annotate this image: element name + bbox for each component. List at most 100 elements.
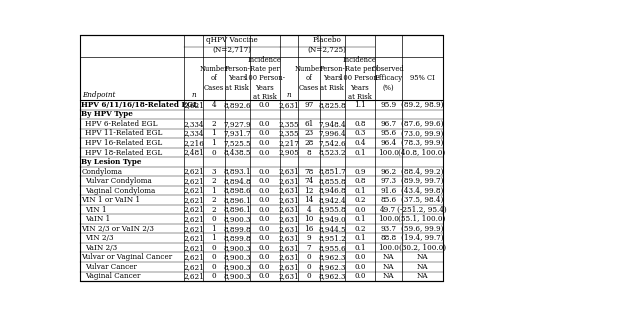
Text: 2,217: 2,217 bbox=[278, 139, 300, 147]
Text: 8,825.8: 8,825.8 bbox=[319, 101, 346, 109]
Text: 0: 0 bbox=[306, 253, 311, 261]
Text: 2,334: 2,334 bbox=[183, 120, 204, 128]
Text: 2,631: 2,631 bbox=[278, 244, 300, 252]
Text: HPV 16-Related EGL: HPV 16-Related EGL bbox=[85, 139, 162, 147]
Text: 88.8: 88.8 bbox=[380, 234, 396, 242]
Text: 23: 23 bbox=[305, 130, 313, 137]
Text: NA: NA bbox=[383, 263, 394, 271]
Text: 8,899.8: 8,899.8 bbox=[223, 225, 251, 233]
Text: 2,621: 2,621 bbox=[183, 206, 204, 214]
Text: VaIN 1: VaIN 1 bbox=[85, 215, 110, 223]
Text: 2,631: 2,631 bbox=[278, 196, 300, 204]
Text: 0.0: 0.0 bbox=[259, 196, 270, 204]
Text: 0.0: 0.0 bbox=[259, 130, 270, 137]
Text: 2,621: 2,621 bbox=[183, 215, 204, 223]
Text: 7,948.4: 7,948.4 bbox=[319, 120, 346, 128]
Text: 0.2: 0.2 bbox=[354, 225, 366, 233]
Text: 8,855.8: 8,855.8 bbox=[319, 177, 346, 185]
Text: 0: 0 bbox=[212, 272, 216, 280]
Text: (37.5, 98.4): (37.5, 98.4) bbox=[401, 196, 443, 204]
Text: NA: NA bbox=[416, 272, 428, 280]
Text: n: n bbox=[192, 91, 196, 99]
Text: 0.0: 0.0 bbox=[259, 167, 270, 176]
Text: Person-
Years
at Risk: Person- Years at Risk bbox=[224, 65, 250, 92]
Text: 0: 0 bbox=[306, 263, 311, 271]
Text: 3: 3 bbox=[212, 167, 216, 176]
Text: 2,631: 2,631 bbox=[278, 225, 300, 233]
Text: 4: 4 bbox=[306, 206, 311, 214]
Text: VIN 2/3: VIN 2/3 bbox=[85, 234, 114, 242]
Text: 2,621: 2,621 bbox=[183, 244, 204, 252]
Text: 2,334: 2,334 bbox=[183, 130, 204, 137]
Text: 8,962.3: 8,962.3 bbox=[319, 272, 346, 280]
Text: 8,898.6: 8,898.6 bbox=[223, 187, 251, 195]
Text: 0.0: 0.0 bbox=[259, 215, 270, 223]
Text: Incidence
Rate per
100 Person-
Years
at Risk: Incidence Rate per 100 Person- Years at … bbox=[339, 56, 381, 101]
Text: 7,996.4: 7,996.4 bbox=[319, 130, 346, 137]
Text: 49.7: 49.7 bbox=[380, 206, 396, 214]
Text: 0.0: 0.0 bbox=[259, 244, 270, 252]
Text: 0: 0 bbox=[212, 244, 216, 252]
Text: 4: 4 bbox=[212, 101, 216, 109]
Text: (73.0, 99.9): (73.0, 99.9) bbox=[401, 130, 443, 137]
Text: 2,631: 2,631 bbox=[278, 253, 300, 261]
Text: 8,900.3: 8,900.3 bbox=[223, 272, 251, 280]
Text: 0.0: 0.0 bbox=[259, 253, 270, 261]
Text: 93.7: 93.7 bbox=[380, 225, 396, 233]
Text: qHPV Vaccine
(N=2,717): qHPV Vaccine (N=2,717) bbox=[206, 36, 258, 53]
Text: 2: 2 bbox=[212, 120, 216, 128]
Text: 2,631: 2,631 bbox=[278, 177, 300, 185]
Text: (59.6, 99.9): (59.6, 99.9) bbox=[401, 225, 443, 233]
Text: 7,931.7: 7,931.7 bbox=[223, 130, 251, 137]
Text: 1: 1 bbox=[212, 187, 216, 195]
Text: (-251.2, 95.4): (-251.2, 95.4) bbox=[397, 206, 447, 214]
Text: NA: NA bbox=[416, 263, 428, 271]
Text: 10: 10 bbox=[305, 215, 314, 223]
Text: 91.6: 91.6 bbox=[380, 187, 396, 195]
Text: 95% CI: 95% CI bbox=[409, 74, 434, 82]
Text: 0.0: 0.0 bbox=[259, 120, 270, 128]
Text: VIN 1: VIN 1 bbox=[85, 206, 107, 214]
Text: HPV 11-Related EGL: HPV 11-Related EGL bbox=[85, 130, 163, 137]
Text: 0.8: 0.8 bbox=[354, 177, 366, 185]
Text: 96.7: 96.7 bbox=[380, 120, 396, 128]
Text: (89.9, 99.7): (89.9, 99.7) bbox=[401, 177, 443, 185]
Text: 2,621: 2,621 bbox=[183, 225, 204, 233]
Text: 1: 1 bbox=[212, 130, 216, 137]
Text: 8,900.3: 8,900.3 bbox=[223, 215, 251, 223]
Text: 2: 2 bbox=[212, 196, 216, 204]
Text: 2: 2 bbox=[212, 177, 216, 185]
Text: By Lesion Type: By Lesion Type bbox=[81, 158, 142, 166]
Text: (19.4, 99.7): (19.4, 99.7) bbox=[401, 234, 444, 242]
Text: 2,481: 2,481 bbox=[183, 149, 204, 156]
Text: 12: 12 bbox=[305, 187, 314, 195]
Text: 0.0: 0.0 bbox=[259, 206, 270, 214]
Text: 2,621: 2,621 bbox=[183, 234, 204, 242]
Text: 0.0: 0.0 bbox=[354, 272, 366, 280]
Text: 100.0: 100.0 bbox=[378, 244, 399, 252]
Text: 0.0: 0.0 bbox=[259, 272, 270, 280]
Text: 95.9: 95.9 bbox=[380, 101, 396, 109]
Text: 1: 1 bbox=[212, 139, 216, 147]
Text: 0: 0 bbox=[306, 272, 311, 280]
Text: (88.4, 99.2): (88.4, 99.2) bbox=[401, 167, 443, 176]
Text: Condyloma: Condyloma bbox=[81, 167, 122, 176]
Text: 8,962.3: 8,962.3 bbox=[319, 253, 346, 261]
Text: 2,621: 2,621 bbox=[183, 101, 204, 109]
Text: 0: 0 bbox=[212, 263, 216, 271]
Text: 2,621: 2,621 bbox=[183, 272, 204, 280]
Text: 8,962.3: 8,962.3 bbox=[319, 263, 346, 271]
Text: 8: 8 bbox=[306, 149, 311, 156]
Text: 96.2: 96.2 bbox=[380, 167, 396, 176]
Text: Number
of
Cases: Number of Cases bbox=[295, 65, 323, 92]
Text: 8,892.6: 8,892.6 bbox=[223, 101, 251, 109]
Text: 0.0: 0.0 bbox=[259, 234, 270, 242]
Text: 8,900.3: 8,900.3 bbox=[223, 244, 251, 252]
Text: 0.1: 0.1 bbox=[354, 215, 366, 223]
Text: Vulvar Condyloma: Vulvar Condyloma bbox=[85, 177, 152, 185]
Text: 2,631: 2,631 bbox=[278, 263, 300, 271]
Text: Vaginal Condyloma: Vaginal Condyloma bbox=[85, 187, 155, 195]
Text: HPV 6/11/16/18-Related EGL: HPV 6/11/16/18-Related EGL bbox=[81, 101, 198, 109]
Text: 0.0: 0.0 bbox=[259, 177, 270, 185]
Text: Placebo
(N=2,725): Placebo (N=2,725) bbox=[308, 36, 347, 53]
